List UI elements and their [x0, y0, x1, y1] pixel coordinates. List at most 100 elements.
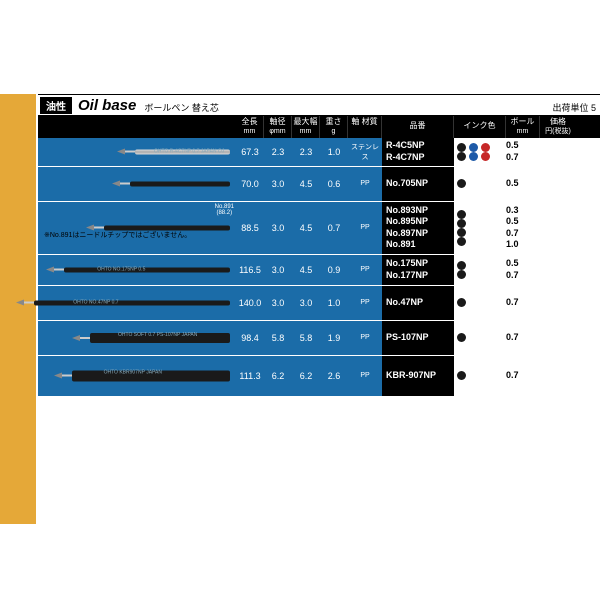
ink-line: [454, 261, 467, 270]
ink-line: [454, 179, 467, 188]
ball-line: 0.7: [506, 270, 519, 281]
ink-colors: [454, 356, 506, 396]
product-code: R-4C5NPR-4C7NP: [382, 138, 454, 166]
hdr-image: [38, 116, 236, 138]
spec-len: 88.5: [236, 202, 264, 254]
ball-size: 0.50.7: [506, 138, 540, 166]
code-line: PS-107NP: [386, 332, 429, 343]
ink-dot-blue: [469, 152, 478, 161]
spec-mat: PP: [348, 167, 382, 201]
ink-colors: [454, 138, 506, 166]
ink-dot-red: [481, 143, 490, 152]
hdr-code: 品番: [382, 116, 454, 138]
spec-mat: PP: [348, 286, 382, 320]
spec-wt: 1.0: [320, 286, 348, 320]
ink-line: [454, 152, 491, 161]
hdr-ink: インク色: [454, 116, 506, 138]
refill-shape: OHTO KBR907NP JAPAN: [72, 370, 230, 381]
spec-wt: 0.7: [320, 202, 348, 254]
page: 油性 Oil base ボールペン 替え芯 出荷単位 5 全長mm 軸径φmm …: [0, 0, 600, 600]
spec-mat: PP: [348, 255, 382, 285]
code-line: No.893NP: [386, 205, 428, 216]
ball-line: 0.5: [506, 216, 519, 227]
ink-dot-black: [457, 219, 466, 228]
product-code: No.47NP: [382, 286, 454, 320]
refill-label: OHTO NO.47NP 0.7: [73, 299, 118, 305]
refill-image: [38, 167, 236, 201]
ink-dot-black: [457, 179, 466, 188]
subtitle: ボールペン 替え芯: [144, 101, 219, 114]
product-code: KBR-907NP: [382, 356, 454, 396]
hdr-width: 最大幅mm: [292, 116, 320, 138]
code-line: No.177NP: [386, 270, 428, 281]
spec-dia: 6.2: [264, 356, 292, 396]
sidebar: [0, 94, 36, 524]
category-label: 油性: [40, 97, 72, 114]
ink-line: [454, 219, 467, 228]
price: [540, 286, 576, 320]
ball-line: 0.7: [506, 332, 519, 343]
hdr-material: 軸 材質: [348, 116, 382, 138]
ink-dot-black: [457, 143, 466, 152]
spec-wid: 3.0: [292, 286, 320, 320]
spec-wid: 6.2: [292, 356, 320, 396]
spec-wt: 0.9: [320, 255, 348, 285]
product-code: No.705NP: [382, 167, 454, 201]
spec-wt: 0.6: [320, 167, 348, 201]
ink-dot-red: [481, 152, 490, 161]
refill-shape: OHTO NO.175NP 0.5: [64, 267, 230, 272]
price: [540, 356, 576, 396]
ink-dot-black: [457, 371, 466, 380]
ink-line: [454, 298, 467, 307]
ink-colors: [454, 286, 506, 320]
ball-line: 0.5: [506, 258, 519, 269]
spec-dia: 3.0: [264, 255, 292, 285]
spec-mat: PP: [348, 356, 382, 396]
ink-dot-blue: [469, 143, 478, 152]
table-body: OHTO R-4C7NP 0.7 JAPAN OJ67.32.32.31.0ステ…: [38, 138, 600, 396]
spec-wid: 4.5: [292, 255, 320, 285]
ball-size: 0.7: [506, 356, 540, 396]
hdr-weight: 重さg: [320, 116, 348, 138]
spec-mat: PP: [348, 321, 382, 355]
ball-line: 0.7: [506, 370, 519, 381]
ink-line: [454, 237, 467, 246]
refill-image: OHTO NO.175NP 0.5: [38, 255, 236, 285]
ink-dot-black: [457, 261, 466, 270]
spec-len: 67.3: [236, 138, 264, 166]
code-line: No.705NP: [386, 178, 428, 189]
header-row: 全長mm 軸径φmm 最大幅mm 重さg 軸 材質 品番 インク色 ボールmm …: [38, 116, 600, 138]
spec-len: 70.0: [236, 167, 264, 201]
spec-dia: 5.8: [264, 321, 292, 355]
spec-dia: 3.0: [264, 286, 292, 320]
spec-mat: PP: [348, 202, 382, 254]
ink-dot-black: [457, 210, 466, 219]
ball-size: 0.7: [506, 321, 540, 355]
spec-wid: 4.5: [292, 167, 320, 201]
ball-size: 0.7: [506, 286, 540, 320]
refill-label: OHTO KBR907NP JAPAN: [104, 369, 162, 375]
spec-dia: 3.0: [264, 167, 292, 201]
code-line: No.895NP: [386, 216, 428, 227]
ball-size: 0.5: [506, 167, 540, 201]
product-code: PS-107NP: [382, 321, 454, 355]
ink-colors: [454, 167, 506, 201]
price: [540, 321, 576, 355]
refill-shape: [130, 181, 230, 186]
code-line: R-4C7NP: [386, 152, 425, 163]
hdr-length: 全長mm: [236, 116, 264, 138]
code-line: R-4C5NP: [386, 140, 425, 151]
refill-image: OHTO SOFT 0.7 PS-107NP JAPAN: [38, 321, 236, 355]
content: 油性 Oil base ボールペン 替え芯 出荷単位 5 全長mm 軸径φmm …: [38, 94, 600, 396]
ink-dot-black: [457, 228, 466, 237]
refill-label: OHTO NO.175NP 0.5: [97, 266, 145, 272]
ball-size: 0.50.7: [506, 255, 540, 285]
ink-line: [454, 371, 467, 380]
ink-dot-black: [457, 298, 466, 307]
spec-dia: 2.3: [264, 138, 292, 166]
ball-line: 1.0: [506, 239, 519, 250]
ball-line: 0.7: [506, 297, 519, 308]
shipping-unit: 出荷単位 5: [552, 101, 596, 114]
product-code: No.893NPNo.895NPNo.897NPNo.891: [382, 202, 454, 254]
spec-len: 98.4: [236, 321, 264, 355]
